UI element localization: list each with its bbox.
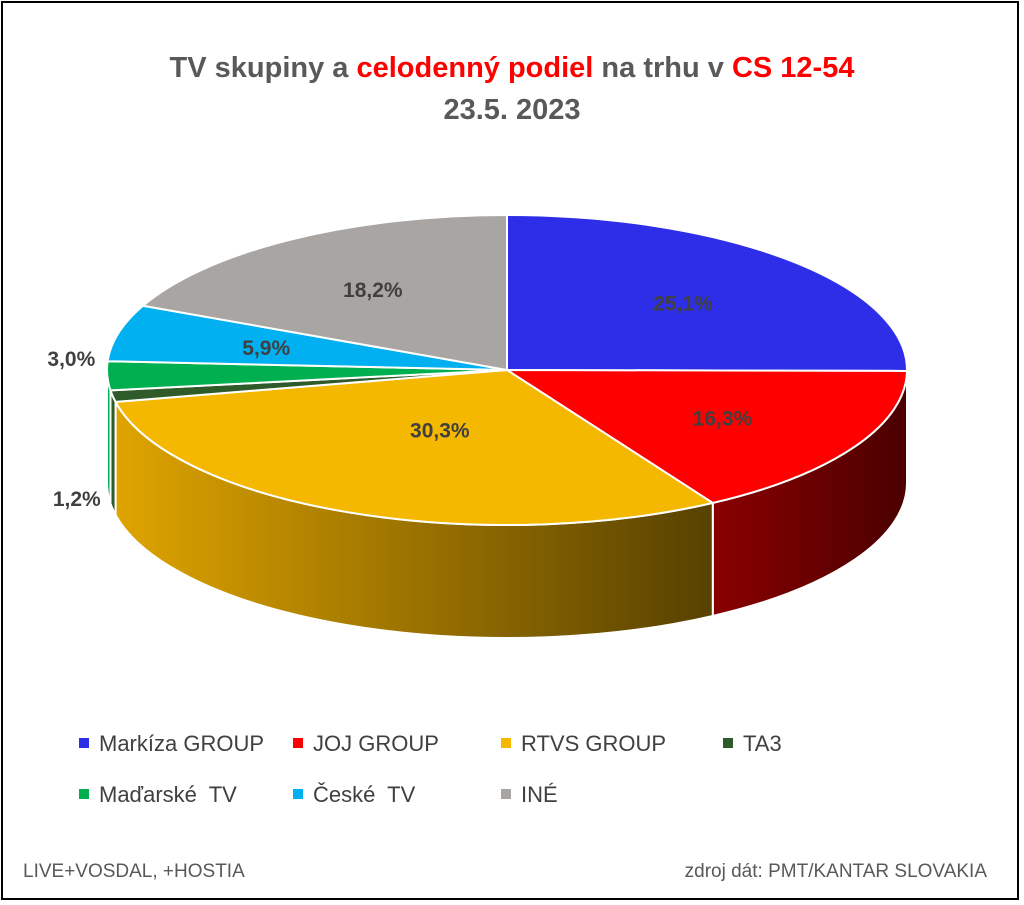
footer-source: zdroj dát: PMT/KANTAR SLOVAKIA xyxy=(684,861,987,882)
pie-slices xyxy=(106,214,908,526)
data-label-markiza-group: 25,1% xyxy=(653,292,713,315)
legend-item-markiza-group: Markíza GROUP xyxy=(79,731,264,757)
slice-ceske-tv xyxy=(106,304,508,371)
legend-item-ta3: TA3 xyxy=(723,731,782,757)
title-highlight-2: CS 12-54 xyxy=(731,52,855,84)
slice-ine xyxy=(141,214,508,371)
pie-chart: 25,1% 16,3% 30,3% 1,2% 3,0% 5,9% 18,2% xyxy=(47,214,908,639)
legend-label: Markíza GROUP xyxy=(99,731,265,756)
legend-item-rtvs-group: RTVS GROUP xyxy=(501,731,666,757)
chart-title: TV skupiny a celodenný podiel na trhu v … xyxy=(3,47,1021,131)
legend-swatch xyxy=(79,738,89,749)
pie-side-walls xyxy=(106,369,908,639)
legend-swatch xyxy=(501,789,511,800)
data-label-ine: 18,2% xyxy=(343,279,403,302)
data-label-joj-group: 16,3% xyxy=(693,408,753,431)
title-part-1: TV skupiny a xyxy=(169,52,357,84)
title-highlight-1: celodenný podiel xyxy=(356,52,594,84)
title-part-3: na trhu v xyxy=(593,52,732,84)
legend-swatch xyxy=(293,789,303,800)
legend-item-joj-group: JOJ GROUP xyxy=(293,731,439,757)
legend-item-ine: INÉ xyxy=(501,782,558,808)
legend-swatch xyxy=(79,789,89,800)
legend-swatch xyxy=(723,738,733,749)
legend-label: JOJ GROUP xyxy=(313,731,439,756)
legend-item-ceske-tv: České TV xyxy=(293,782,415,808)
title-line-1: TV skupiny a celodenný podiel na trhu v … xyxy=(3,47,1021,89)
slice-markiza-group xyxy=(506,214,908,372)
slice-joj-group xyxy=(506,369,908,504)
legend-item-madarske-tv: Maďarské TV xyxy=(79,782,237,808)
legend-label: Maďarské TV xyxy=(99,782,237,807)
legend-label: RTVS GROUP xyxy=(521,731,667,756)
data-label-ta3: 1,2% xyxy=(53,488,101,511)
footer-note: LIVE+VOSDAL, +HOSTIA xyxy=(23,861,245,882)
title-line-2: 23.5. 2023 xyxy=(443,94,581,126)
legend-swatch xyxy=(293,738,303,749)
data-label-madarske-tv: 3,0% xyxy=(47,348,95,371)
legend-label: TA3 xyxy=(743,731,782,756)
slice-rtvs-group xyxy=(114,369,714,526)
legend-label: INÉ xyxy=(521,782,558,807)
legend-label: České TV xyxy=(313,782,416,807)
data-label-ceske-tv: 5,9% xyxy=(242,337,290,360)
data-labels: 25,1% 16,3% 30,3% 1,2% 3,0% 5,9% 18,2% xyxy=(47,279,752,511)
data-label-rtvs-group: 30,3% xyxy=(410,420,470,443)
legend-swatch xyxy=(501,738,511,749)
